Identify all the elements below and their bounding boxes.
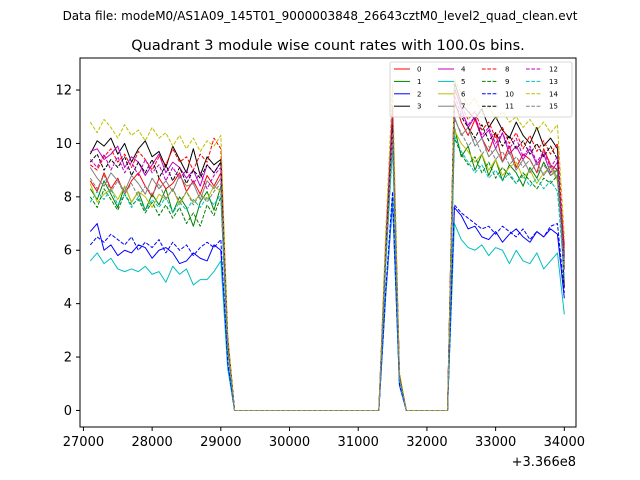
legend-box: [389, 61, 573, 118]
series-line-9: [89, 134, 565, 411]
legend-label-5: 5: [461, 78, 465, 86]
x-tick-label: 29000: [200, 435, 241, 450]
series-line-14: [89, 78, 565, 411]
y-tick-label: 12: [55, 84, 72, 99]
series-line-15: [89, 118, 565, 411]
x-tick-label: 27000: [63, 435, 104, 450]
x-tick-label: 34000: [544, 435, 585, 450]
legend-label-4: 4: [461, 66, 466, 74]
legend-label-3: 3: [417, 103, 421, 111]
y-tick-label: 2: [64, 351, 72, 366]
legend-label-10: 10: [505, 90, 514, 98]
legend-label-12: 12: [549, 66, 558, 74]
series-group: [89, 78, 565, 411]
x-tick-label: 28000: [131, 435, 172, 450]
series-line-12: [89, 94, 565, 411]
x-offset-label: +3.366e8: [512, 455, 576, 470]
series-line-10: [89, 191, 565, 411]
legend-label-13: 13: [549, 78, 558, 86]
y-tick-label: 6: [64, 244, 72, 259]
y-tick-label: 10: [55, 137, 72, 152]
legend-label-1: 1: [417, 78, 421, 86]
data-file-suptitle: Data file: modeM0/AS1A09_145T01_90000038…: [63, 9, 578, 23]
x-axis: 27000 28000 29000 30000 31000 32000 33000 34000: [63, 427, 585, 450]
chart-title: Quadrant 3 module wise count rates with …: [131, 38, 525, 54]
legend-label-15: 15: [549, 103, 558, 111]
x-tick-label: 30000: [269, 435, 310, 450]
legend-label-9: 9: [505, 78, 509, 86]
x-tick-label: 33000: [475, 435, 516, 450]
y-tick-label: 8: [64, 190, 72, 205]
legend-label-7: 7: [461, 103, 465, 111]
legend-label-2: 2: [417, 90, 421, 98]
legend-label-0: 0: [417, 66, 421, 74]
y-axis: 0 2 4 6 8 10 12: [55, 84, 80, 419]
legend-label-8: 8: [505, 66, 509, 74]
legend-label-6: 6: [461, 90, 466, 98]
legend-label-14: 14: [549, 90, 558, 98]
y-tick-label: 4: [64, 297, 72, 312]
x-tick-label: 32000: [406, 435, 447, 450]
x-tick-label: 31000: [338, 435, 379, 450]
legend-label-11: 11: [505, 103, 514, 111]
y-tick-label: 0: [64, 404, 72, 419]
plot-frame: [79, 57, 577, 428]
